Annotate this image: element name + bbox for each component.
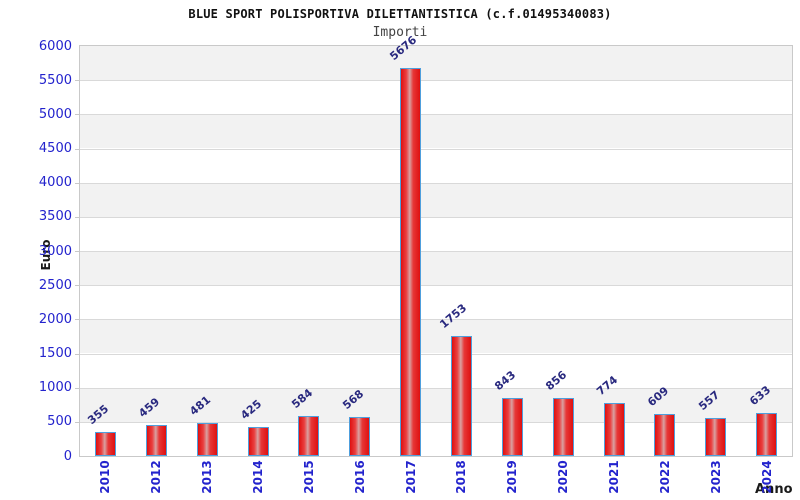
- gridline: [80, 251, 792, 252]
- y-tick-mark: [75, 319, 79, 320]
- y-tick-mark: [75, 251, 79, 252]
- y-tick-mark: [75, 114, 79, 115]
- bar: [349, 417, 370, 456]
- y-tick-label: 3000: [38, 244, 72, 259]
- x-tick-label: 2019: [505, 460, 519, 494]
- gridline: [80, 353, 792, 355]
- y-tick-mark: [75, 149, 79, 150]
- chart-subtitle: Importi: [372, 25, 428, 40]
- x-tick-label: 2020: [556, 460, 570, 494]
- plot-area: [79, 45, 793, 457]
- y-tick-label: 0: [63, 449, 72, 464]
- background-band: [80, 251, 792, 286]
- background-band: [80, 114, 792, 149]
- bar: [705, 417, 726, 456]
- y-tick-mark: [75, 80, 79, 81]
- x-tick-label: 2014: [251, 460, 265, 494]
- bar: [604, 403, 625, 456]
- y-tick-label: 5500: [38, 73, 72, 88]
- x-tick-label: 2018: [454, 460, 468, 494]
- x-tick-label: 2013: [200, 460, 214, 494]
- gridline: [80, 285, 792, 287]
- x-tick-label: 2022: [658, 460, 672, 494]
- bar: [756, 412, 777, 456]
- background-band: [80, 182, 792, 217]
- x-tick-label: 2015: [302, 460, 316, 494]
- bar: [451, 336, 472, 456]
- background-band: [80, 148, 792, 183]
- y-tick-mark: [75, 422, 79, 423]
- gridline: [80, 148, 792, 150]
- bar: [197, 423, 218, 456]
- background-band: [80, 387, 792, 422]
- background-band: [80, 216, 792, 251]
- y-tick-label: 4000: [38, 175, 72, 190]
- y-tick-label: 1500: [38, 346, 72, 361]
- chart-title: BLUE SPORT POLISPORTIVA DILETTANTISTICA …: [188, 7, 612, 21]
- gridline: [80, 319, 792, 321]
- y-tick-label: 1000: [38, 380, 72, 395]
- bar: [400, 68, 421, 456]
- gridline: [80, 80, 792, 82]
- x-tick-label: 2012: [149, 460, 163, 494]
- y-tick-mark: [75, 183, 79, 184]
- background-band: [80, 421, 792, 456]
- bar: [298, 416, 319, 456]
- y-tick-label: 2000: [38, 312, 72, 327]
- y-tick-mark: [75, 388, 79, 389]
- y-tick-label: 6000: [38, 39, 72, 54]
- x-tick-label: 2010: [98, 460, 112, 494]
- y-tick-label: 2500: [38, 278, 72, 293]
- x-tick-label: 2024: [760, 460, 774, 494]
- gridline: [80, 114, 792, 116]
- bar: [95, 431, 116, 456]
- gridline: [80, 182, 792, 184]
- x-tick-label: 2017: [404, 460, 418, 494]
- y-tick-mark: [75, 285, 79, 286]
- bar: [502, 398, 523, 456]
- x-tick-label: 2023: [709, 460, 723, 494]
- x-axis-title: Anno: [755, 482, 793, 497]
- x-tick-label: 2016: [353, 460, 367, 494]
- y-tick-label: 3500: [38, 209, 72, 224]
- bar: [248, 426, 269, 456]
- gridline: [80, 216, 792, 218]
- background-band: [80, 80, 792, 115]
- y-tick-label: 500: [47, 414, 72, 429]
- bar: [654, 414, 675, 456]
- gridline: [80, 421, 792, 423]
- background-band: [80, 353, 792, 388]
- bar: [553, 397, 574, 456]
- y-tick-label: 4500: [38, 141, 72, 156]
- y-tick-mark: [75, 217, 79, 218]
- background-band: [80, 285, 792, 320]
- y-tick-label: 5000: [38, 107, 72, 122]
- bar: [146, 424, 167, 456]
- background-band: [80, 46, 792, 81]
- gridline: [80, 387, 792, 389]
- y-tick-mark: [75, 354, 79, 355]
- background-band: [80, 319, 792, 354]
- x-tick-label: 2021: [607, 460, 621, 494]
